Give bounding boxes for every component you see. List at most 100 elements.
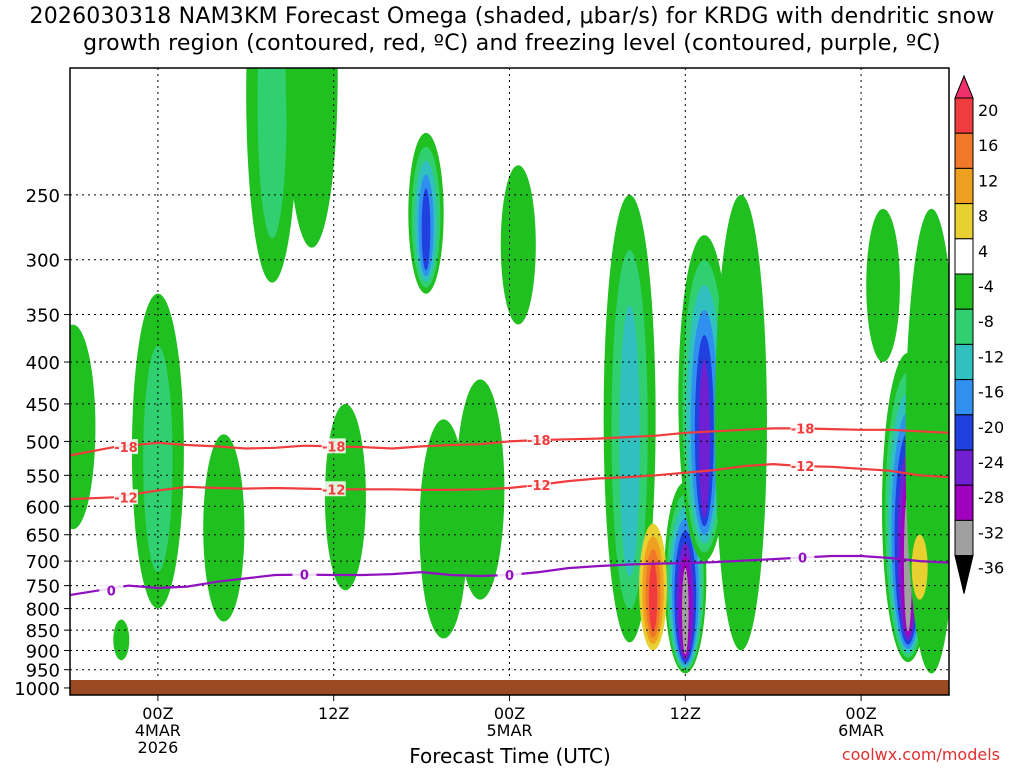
contour-label-bg [113,489,138,505]
omega-cells [70,68,949,674]
colorbar-swatch [954,203,974,240]
colorbar-tick-label: -4 [978,277,994,296]
contour-label-bg [497,567,522,583]
surface-fill [70,680,949,695]
contours: -18 -18 -18 -18 -12 -12 -12 -12 0 0 0 0 [70,420,949,599]
colorbar-tick-label: 16 [978,136,998,155]
contour-label-bg [321,481,346,497]
omega-shade [648,561,658,632]
omega-cell [203,434,245,622]
x-axis-label: Forecast Time (UTC) [409,744,611,768]
colorbar-swatch [954,414,974,451]
y-tick-label: 750 [26,577,60,598]
y-tick-label: 250 [26,186,60,207]
colorbar-swatch [954,97,974,134]
omega-cell [408,132,444,294]
colorbar-tick-label: -24 [978,453,1004,472]
omega-shade [257,68,287,239]
omega-shade [500,165,536,325]
omega-shade [681,567,689,655]
contour-label-bg [790,420,815,436]
omega-shade [419,419,468,639]
x-tick-label: 00Z [142,704,173,723]
colorbar-swatch [954,519,974,557]
omega-cell [714,194,767,651]
contour-label-bg [292,566,317,582]
contour-label: -18 [322,440,346,455]
omega-cell [70,324,96,530]
colorbar-swatch [954,273,974,310]
colorbar-swatch [954,132,974,169]
colorbar-arrow-top [954,74,974,99]
y-tick-label: 700 [26,552,60,573]
y-tick-label: 350 [26,306,60,327]
contour-label-bg [321,438,346,454]
contour-label: -12 [322,483,346,498]
contour-label: -18 [791,422,815,437]
colorbar-tick-label: 20 [978,101,998,120]
x-tick-label: 5MAR [486,721,532,740]
colorbar: 20 16 12 8 4 -4 -8 -12 -16 -20 -24 -28 -32 -36 [954,74,1004,594]
contour-label-bg [526,476,551,492]
contour-label: -18 [527,434,551,449]
colorbar-tick-label: 8 [978,207,988,226]
contour-label: -12 [114,491,138,506]
contour-label: -12 [527,479,551,494]
omega-shade [421,188,431,271]
colorbar-swatch [954,379,974,416]
x-tick-label: 12Z [670,704,701,723]
omega-cell [246,68,299,283]
omega-shade [866,208,900,363]
omega-shade [698,359,710,518]
contour-label: 0 [107,584,116,599]
y-tick-label: 950 [26,661,60,682]
contour-label-bg [790,458,815,474]
colorbar-swatch [954,167,974,205]
colorbar-swatch [954,449,974,486]
y-tick-label: 800 [26,600,60,621]
y-tick-label: 1000 [14,679,60,700]
omega-shade [70,324,96,530]
colorbar-tick-label: 4 [978,242,988,261]
omega-cell [603,194,656,643]
colorbar-tick-label: -32 [978,523,1004,542]
omega-shade [113,619,130,661]
y-tick-label: 550 [26,466,60,487]
omega-shade [203,434,245,622]
credit-text: coolwx.com/models [841,745,1000,764]
colorbar-swatch [954,238,974,275]
contour-label-bg [790,549,815,565]
omega-cell [639,523,668,651]
y-tick-label: 900 [26,641,60,662]
x-tick-label: 2026 [138,738,179,757]
x-tick-label: 00Z [494,704,525,723]
y-axis: 2503003504004505005506006507007508008509… [14,186,70,700]
omega-shade [714,194,767,651]
omega-cell [113,619,130,661]
omega-shade [285,68,338,248]
chart-title-line1: 2026030318 NAM3KM Forecast Omega (shaded… [29,4,995,29]
colorbar-swatch [954,343,974,381]
y-tick-label: 300 [26,251,60,272]
contour-label-bg [526,431,551,447]
omega-shade [911,534,928,600]
colorbar-swatch [954,484,974,521]
x-tick-label: 4MAR [135,721,181,740]
omega-cell [285,68,338,248]
contour-label: -12 [791,460,815,475]
y-tick-label: 850 [26,621,60,642]
colorbar-arrow-bottom [954,555,974,594]
colorbar-tick-label: -28 [978,488,1004,507]
x-tick-label: 6MAR [838,721,884,740]
omega-cell [866,208,900,363]
colorbar-tick-label: -16 [978,383,1004,402]
omega-cell [911,534,928,600]
x-tick-label: 12Z [318,704,349,723]
colorbar-tick-label: -20 [978,418,1004,437]
y-tick-label: 400 [26,353,60,374]
colorbar-swatch [954,308,974,345]
y-tick-label: 500 [26,432,60,453]
contour-label: -18 [114,441,138,456]
